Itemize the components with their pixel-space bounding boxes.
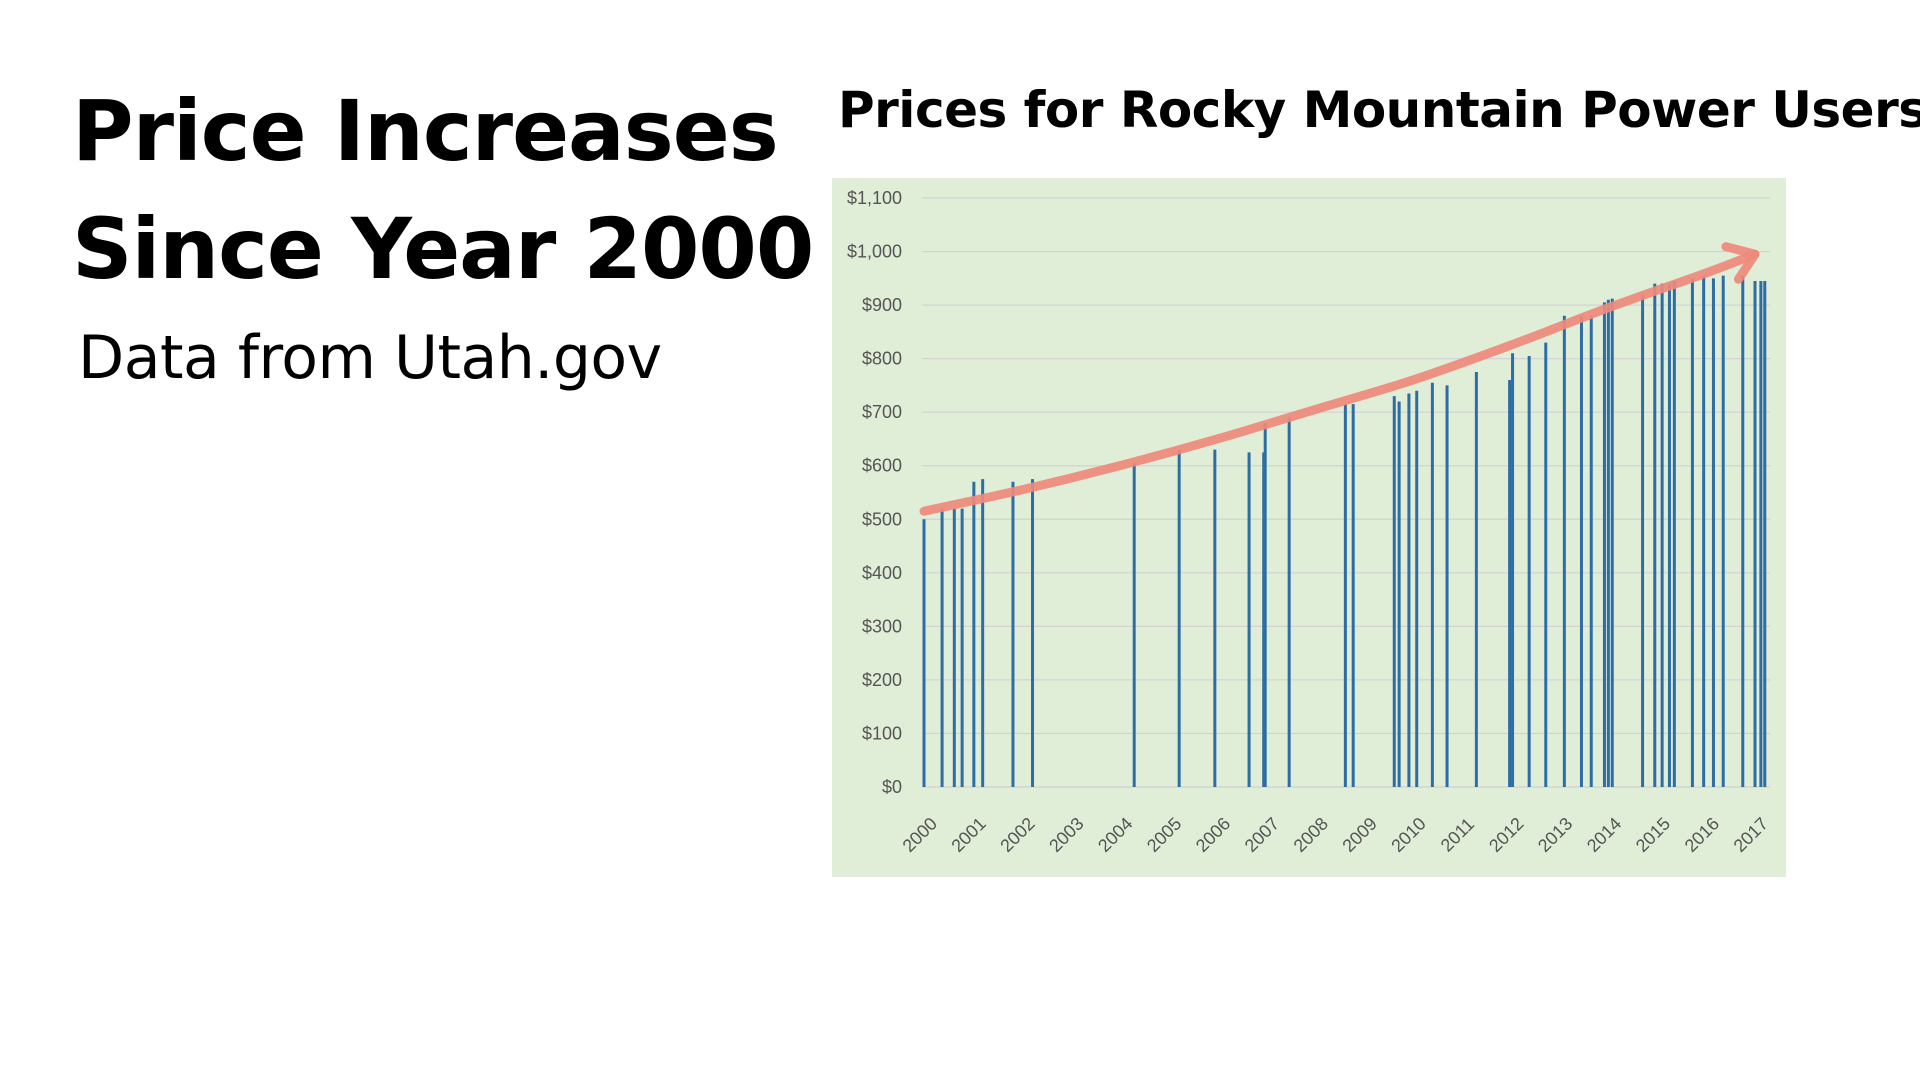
x-tick-label: 2011 [1437,814,1479,856]
y-tick-label: $800 [862,349,902,369]
x-tick-label: 2006 [1192,814,1234,856]
slide-heading-line-1: Price Increases [72,82,779,180]
y-tick-label: $900 [862,295,902,315]
y-tick-label: $600 [862,456,902,476]
x-tick-label: 2000 [899,814,941,856]
x-tick-label: 2012 [1485,814,1527,856]
x-tick-label: 2015 [1632,814,1674,856]
x-tick-label: 2005 [1143,814,1185,856]
trend-arrow-head [1721,242,1760,284]
y-tick-label: $200 [862,670,902,690]
data-source-note: Data from Utah.gov [78,323,662,393]
x-tick-label: 2014 [1583,814,1625,856]
x-tick-label: 2002 [996,814,1038,856]
x-tick-label: 2007 [1241,814,1283,856]
axis-layer: $0 $100 $200 $300 $400 $500 $600 $700 $800 $900 $1… [847,188,1772,856]
x-tick-label: 2008 [1290,814,1332,856]
trend-layer [919,242,1760,516]
x-tick-label: 2001 [947,814,989,856]
y-tick-label: $400 [862,563,902,583]
x-tick-label: 2003 [1045,814,1087,856]
y-tick-label: $500 [862,509,902,529]
chart-title: Prices for Rocky Mountain Power Users [838,81,1920,139]
slide-heading-line-2: Since Year 2000 [72,200,814,298]
y-tick-label: $1,100 [847,188,902,208]
chart-panel: $0 $100 $200 $300 $400 $500 $600 $700 $800 $900 $1… [832,178,1786,877]
x-tick-label: 2013 [1534,814,1576,856]
x-tick-label: 2004 [1094,814,1136,856]
y-tick-label: $0 [882,777,902,797]
y-tick-label: $1,000 [847,242,902,262]
price-bar-chart: $0 $100 $200 $300 $400 $500 $600 $700 $800 $900 $1… [847,188,1772,856]
trend-arrow-line [919,249,1760,516]
x-tick-label: 2009 [1338,814,1380,856]
x-tick-label: 2010 [1387,814,1429,856]
x-tick-label: 2017 [1730,814,1772,856]
x-tick-label: 2016 [1681,814,1723,856]
y-tick-label: $700 [862,402,902,422]
slide-heading: Price Increases Since Year 2000 [72,72,814,308]
y-tick-label: $300 [862,616,902,636]
y-tick-label: $100 [862,723,902,743]
bar-layer [922,275,1767,787]
